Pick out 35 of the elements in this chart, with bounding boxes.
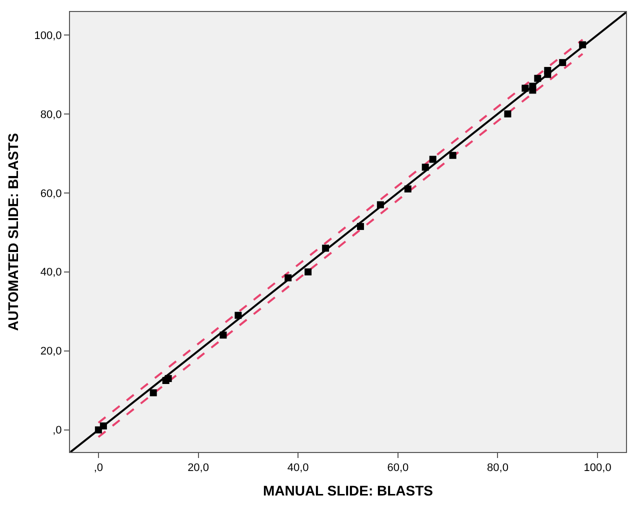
point [284, 274, 292, 282]
point [234, 312, 242, 319]
point [356, 222, 364, 230]
point [404, 185, 412, 192]
point [164, 375, 172, 382]
y-tick-label: 20,0 [40, 346, 62, 358]
x-axis-title: MANUAL SLIDE: BLASTS [262, 482, 434, 498]
point [522, 84, 529, 92]
x-tick-label: 80,0 [487, 462, 508, 474]
x-tick-label: 100,0 [584, 462, 612, 474]
y-tick-label: ,0 [52, 424, 62, 437]
point [504, 110, 512, 118]
y-tick-label: 40,0 [40, 266, 62, 279]
point [559, 59, 566, 66]
x-tick-label: 40,0 [287, 462, 309, 474]
y-axis-title: AUTOMATED SLIDE: BLASTS [4, 133, 21, 331]
point [449, 152, 456, 159]
point [150, 389, 157, 396]
point [304, 268, 312, 276]
point [322, 244, 330, 252]
y-tick-label: 100,0 [34, 30, 62, 42]
point [429, 156, 436, 163]
point [220, 332, 227, 339]
x-tick-label: 20,0 [188, 462, 209, 474]
point [579, 41, 586, 48]
x-tick-label: ,0 [94, 462, 104, 474]
x-tick-label: 60,0 [387, 462, 409, 474]
y-tick-label: 60,0 [40, 188, 62, 200]
point [100, 422, 107, 430]
point [529, 82, 536, 90]
point [376, 201, 384, 208]
y-tick-label: 80,0 [40, 108, 62, 121]
point [422, 164, 429, 171]
point [534, 74, 542, 82]
point [544, 66, 552, 74]
